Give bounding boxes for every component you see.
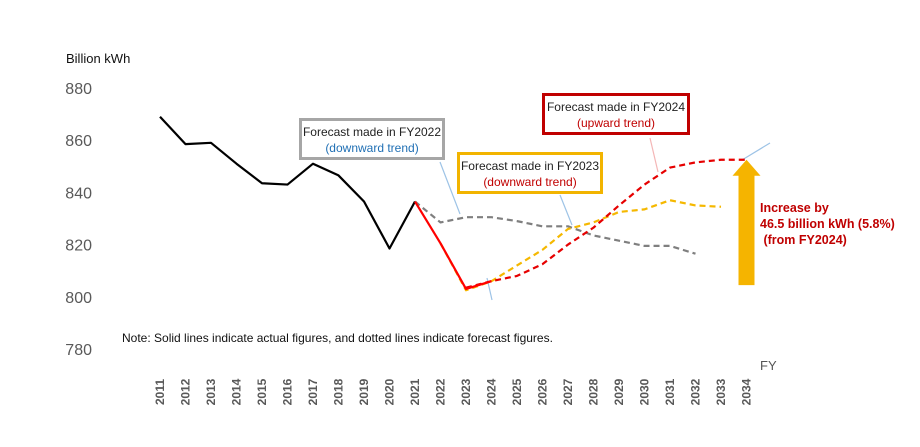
series-line-2 — [439, 199, 722, 292]
y-tick-label: 860 — [65, 133, 92, 150]
series-line-4 — [414, 200, 492, 291]
x-tick-label: 2027 — [561, 378, 575, 405]
increase-arrow — [732, 159, 761, 286]
chart-note: Note: Solid lines indicate actual figure… — [122, 331, 553, 345]
x-tick-label: 2014 — [230, 378, 244, 405]
callout-line-fy2023 — [559, 194, 573, 226]
x-tick-label: 2026 — [536, 378, 550, 405]
x-tick-label: 2031 — [663, 378, 677, 405]
callout-line-increase — [741, 142, 771, 161]
x-tick-label: 2030 — [638, 378, 652, 405]
annotation-fy2022-title: Forecast made in FY2022 — [302, 125, 442, 139]
x-tick-label: 2019 — [357, 378, 371, 405]
series-line-3 — [465, 158, 747, 289]
series-lines — [159, 115, 747, 292]
x-tick-label: 2029 — [612, 378, 626, 405]
x-axis-label: FY — [760, 358, 777, 373]
callout-line-fy2022 — [439, 161, 461, 215]
increase-arrow-shape — [732, 159, 761, 286]
annotation-fy2023-title: Forecast made in FY2023 — [460, 159, 600, 173]
x-tick-label: 2025 — [510, 378, 524, 405]
y-tick-label: 880 — [65, 81, 92, 98]
x-tick-label: 2032 — [689, 378, 703, 405]
series-line-0 — [159, 115, 416, 250]
series-line-1 — [414, 200, 696, 255]
callout-line-fy2024 — [649, 137, 659, 173]
annotation-fy2024-title: Forecast made in FY2024 — [546, 100, 686, 114]
x-tick-label: 2018 — [332, 378, 346, 405]
annotation-fy2023: Forecast made in FY2023 (downward trend) — [457, 152, 603, 194]
x-tick-label: 2017 — [306, 378, 320, 405]
x-tick-label: 2021 — [408, 378, 422, 405]
annotation-fy2022: Forecast made in FY2022 (downward trend) — [299, 118, 445, 160]
annotation-fy2024-trend: (upward trend) — [576, 116, 656, 130]
y-tick-label: 780 — [65, 342, 92, 359]
x-tick-label: 2016 — [281, 378, 295, 405]
x-axis-ticks: 2011 2012 2013 2014 2015 2016 2017 2018 2019 2020… — [153, 378, 754, 405]
x-tick-label: 2011 — [153, 379, 167, 405]
increase-annotation: Increase by 46.5 billion kWh (5.8%) (fro… — [760, 200, 910, 248]
x-tick-label: 2028 — [587, 378, 601, 405]
annotation-fy2022-trend: (downward trend) — [325, 141, 419, 155]
x-tick-label: 2020 — [383, 378, 397, 405]
increase-line-1: Increase by — [760, 201, 829, 215]
y-axis-ticks: 780 800 820 840 860 880 — [65, 81, 92, 359]
y-tick-label: 840 — [65, 185, 92, 202]
x-tick-label: 2015 — [255, 378, 269, 405]
annotation-fy2023-trend: (downward trend) — [483, 175, 577, 189]
x-tick-label: 2023 — [459, 378, 473, 405]
y-tick-label: 800 — [65, 290, 92, 307]
x-tick-label: 2034 — [740, 378, 754, 405]
x-tick-label: 2012 — [179, 378, 193, 405]
x-tick-label: 2033 — [714, 378, 728, 405]
callout-lines — [439, 137, 771, 301]
increase-line-3: (from FY2024) — [760, 233, 847, 247]
y-axis-label: Billion kWh — [66, 51, 131, 66]
increase-line-2: 46.5 billion kWh (5.8%) — [760, 217, 895, 231]
x-tick-label: 2024 — [485, 378, 499, 405]
x-tick-label: 2022 — [434, 378, 448, 405]
y-tick-label: 820 — [65, 238, 92, 255]
x-tick-label: 2013 — [204, 378, 218, 405]
annotation-fy2024: Forecast made in FY2024 (upward trend) — [542, 93, 690, 135]
